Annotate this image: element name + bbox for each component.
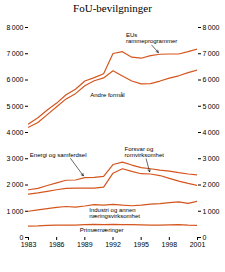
html-text:FoU-bevilgninger: FoU-bevilgninger: [73, 2, 152, 14]
svg-text:3 000: 3 000: [203, 155, 220, 162]
svg-text:EUsrammeprogrammer: EUsrammeprogrammer: [126, 32, 177, 44]
svg-text:1 000: 1 000: [203, 207, 220, 214]
svg-text:8 000: 8 000: [7, 24, 24, 31]
svg-text:Industri og annennæringsvirkso: Industri og annennæringsvirksomhet: [89, 207, 140, 219]
svg-text:2 000: 2 000: [203, 181, 220, 188]
svg-text:1998: 1998: [162, 241, 178, 248]
svg-text:Forsvar ogromvirksomhet: Forsvar ogromvirksomhet: [125, 146, 165, 158]
svg-text:1989: 1989: [77, 241, 93, 248]
svg-text:7 000: 7 000: [7, 50, 24, 57]
svg-text:1995: 1995: [133, 241, 149, 248]
svg-text:8 000: 8 000: [203, 24, 220, 31]
svg-text:2001: 2001: [190, 241, 206, 248]
svg-text:1992: 1992: [105, 241, 121, 248]
svg-text:0: 0: [20, 234, 24, 241]
svg-text:1983: 1983: [21, 241, 37, 248]
svg-text:Energi og samferdsel: Energi og samferdsel: [30, 152, 87, 158]
svg-text:6 000: 6 000: [7, 76, 24, 83]
svg-text:6 000: 6 000: [203, 76, 220, 83]
svg-text:1 000: 1 000: [7, 207, 24, 214]
svg-text:3 000: 3 000: [7, 155, 24, 162]
svg-text:2 000: 2 000: [7, 181, 24, 188]
svg-text:5 000: 5 000: [7, 102, 24, 109]
svg-text:7 000: 7 000: [203, 50, 220, 57]
svg-text:Andre formål: Andre formål: [90, 92, 124, 98]
svg-text:Primærnæringer: Primærnæringer: [80, 227, 124, 233]
svg-text:0: 0: [203, 234, 207, 241]
svg-text:5 000: 5 000: [203, 102, 220, 109]
svg-text:4 000: 4 000: [203, 129, 220, 136]
svg-text:4 000: 4 000: [7, 129, 24, 136]
svg-text:1986: 1986: [49, 241, 65, 248]
